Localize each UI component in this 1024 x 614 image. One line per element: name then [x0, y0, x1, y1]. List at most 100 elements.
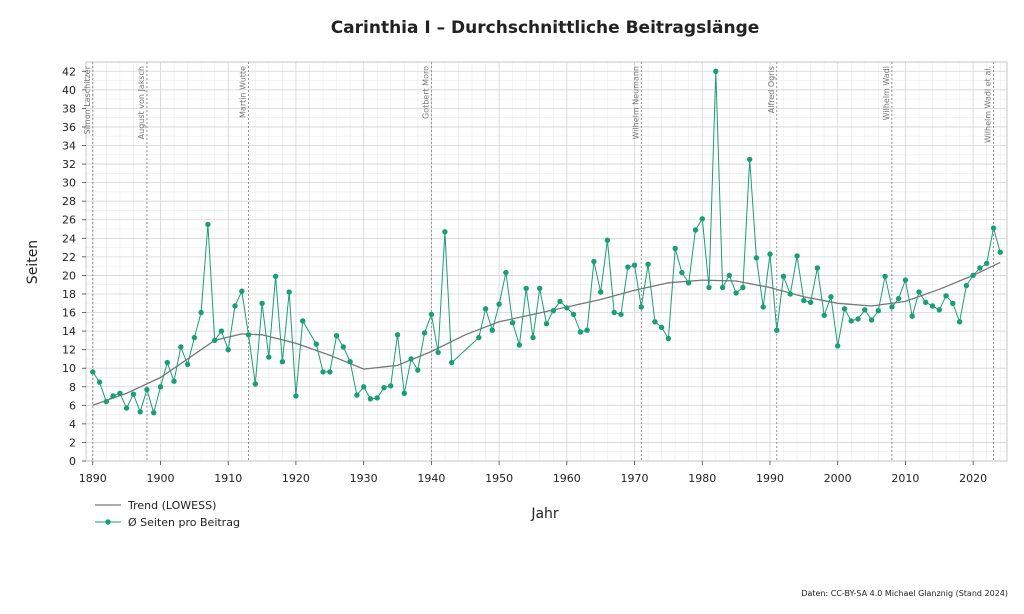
data-point — [212, 337, 218, 344]
data-point — [428, 311, 435, 318]
series-line — [92, 71, 1001, 415]
legend-trend-label: Trend (LOWESS) — [127, 499, 216, 512]
data-point — [435, 349, 441, 356]
grid — [85, 61, 1008, 462]
data-point — [252, 381, 258, 387]
data-point — [408, 356, 414, 362]
y-tick-label: 16 — [62, 307, 76, 320]
data-point — [232, 303, 238, 309]
data-point — [205, 221, 211, 228]
y-tick-label: 22 — [62, 251, 76, 264]
editor-label: Wilhelm Neumann — [631, 66, 640, 140]
data-point — [862, 307, 868, 313]
editor-label: August von Jaksch — [137, 66, 146, 139]
data-point — [198, 309, 204, 316]
data-point — [449, 359, 455, 366]
x-tick-label: 1970 — [621, 472, 649, 485]
data-point — [266, 354, 272, 360]
data-point — [144, 386, 150, 393]
data-point — [496, 301, 502, 307]
data-point — [171, 378, 177, 384]
data-point — [780, 273, 787, 279]
data-point — [658, 324, 665, 331]
data-point — [990, 225, 997, 231]
data-point — [699, 216, 705, 222]
data-point — [584, 327, 590, 333]
data-point — [564, 305, 570, 311]
data-point — [835, 343, 841, 349]
data-point — [259, 300, 265, 306]
data-point — [963, 282, 970, 289]
data-point — [638, 304, 644, 310]
data-point — [868, 317, 875, 323]
x-tick-label: 1930 — [350, 472, 378, 485]
data-point — [530, 334, 536, 341]
data-point — [103, 398, 110, 405]
x-tick-label: 1900 — [146, 472, 174, 485]
data-point — [90, 369, 96, 375]
data-point — [645, 261, 651, 267]
data-point — [367, 396, 374, 402]
x-tick-label: 2020 — [959, 472, 987, 485]
trend-series — [92, 261, 1001, 406]
data-point — [293, 393, 299, 399]
data-point — [916, 289, 922, 295]
editor-label: Wilhelm Wadl — [882, 66, 891, 120]
data-point — [733, 290, 739, 296]
data-point — [848, 318, 854, 324]
y-tick-label: 20 — [62, 269, 76, 282]
y-tick-label: 30 — [62, 177, 76, 190]
data-point — [936, 307, 942, 313]
data-point — [300, 318, 306, 324]
data-point — [245, 332, 252, 338]
data-point — [130, 391, 137, 397]
data-point — [929, 303, 936, 309]
x-tick-label: 1920 — [282, 472, 310, 485]
data-point — [923, 299, 929, 305]
data-point — [665, 335, 672, 342]
data-point — [164, 359, 170, 366]
data-point — [374, 395, 380, 401]
data-point — [516, 342, 523, 348]
y-tick-label: 42 — [62, 65, 76, 78]
y-tick-label: 24 — [62, 232, 76, 245]
data-point — [767, 251, 773, 257]
legend-series-label: Ø Seiten pro Beitrag — [128, 516, 240, 529]
data-point — [706, 284, 712, 291]
data-point — [794, 253, 800, 259]
data-point — [537, 285, 543, 292]
data-point — [137, 409, 143, 415]
y-tick-label: 0 — [69, 455, 76, 468]
data-point — [489, 327, 495, 333]
data-point — [482, 306, 489, 312]
data-point — [625, 264, 631, 270]
data-point — [96, 379, 103, 385]
data-point — [902, 277, 909, 283]
trend-line — [92, 261, 1001, 406]
data-point — [801, 297, 807, 304]
x-tick-label: 1990 — [756, 472, 784, 485]
data-point — [361, 384, 367, 390]
data-point — [394, 332, 401, 338]
editor-label: Martin Wutte — [239, 66, 248, 118]
data-point — [977, 265, 983, 271]
data-point — [841, 306, 848, 312]
editor-label: Wilhelm Wadl et al. — [983, 66, 992, 143]
data-point — [327, 369, 333, 375]
data-point — [509, 320, 516, 326]
data-point — [570, 311, 577, 318]
y-tick-label: 4 — [69, 418, 76, 431]
data-point — [415, 367, 421, 373]
data-point — [611, 309, 617, 316]
y-tick-label: 32 — [62, 158, 76, 171]
x-tick-label: 2000 — [824, 472, 852, 485]
data-point — [286, 289, 292, 295]
y-tick-label: 36 — [62, 121, 76, 134]
x-tick-label: 1950 — [485, 472, 513, 485]
data-point — [279, 359, 286, 365]
y-tick-label: 28 — [62, 195, 76, 208]
data-point — [909, 313, 915, 319]
y-tick-label: 10 — [62, 362, 76, 375]
data-point — [239, 288, 245, 294]
